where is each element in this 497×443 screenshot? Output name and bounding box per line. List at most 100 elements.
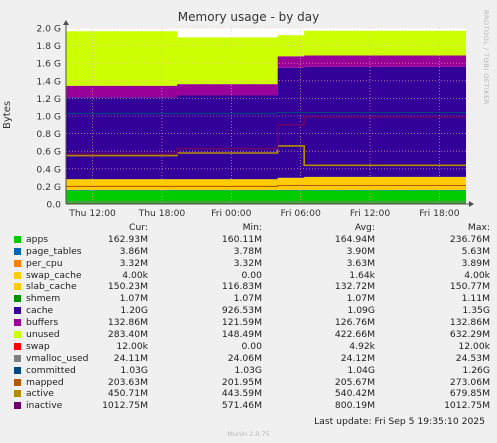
legend-swatch-unused [14, 331, 21, 339]
legend-name-cache: cache [26, 305, 54, 317]
legend-row-active: active 450.71M 443.59M 540.42M 679.85M [12, 388, 492, 400]
legend-min-slab_cache: 116.83M [221, 281, 262, 293]
legend-row-inactive: inactive 1012.75M 571.46M 800.19M 1012.75M [12, 400, 492, 412]
legend-row-swap: swap 12.00k 0.00 4.92k 12.00k [12, 341, 492, 353]
y-tick-label: 1.4 G [36, 76, 61, 87]
y-tick-label: 0.8 G [36, 129, 61, 140]
legend-swatch-buffers [14, 319, 21, 327]
legend-max-mapped: 273.06M [449, 376, 490, 388]
legend-max-shmem: 1.11M [461, 293, 490, 305]
legend-avg-mapped: 205.67M [334, 376, 375, 388]
legend-swatch-swap_cache [14, 271, 21, 279]
legend-cur-cache: 1.20G [120, 305, 148, 317]
legend-avg-swap: 4.92k [349, 340, 375, 352]
legend-max-apps: 236.76M [449, 233, 490, 245]
legend-avg-slab_cache: 132.72M [334, 281, 375, 293]
x-tick-label: Fri 00:00 [211, 208, 251, 219]
legend-avg-vmalloc_used: 24.12M [340, 352, 375, 364]
legend-avg-buffers: 126.76M [334, 317, 375, 329]
legend-avg-unused: 422.66M [334, 329, 375, 341]
legend-cur-buffers: 132.86M [107, 317, 148, 329]
x-tick-label: Thu 12:00 [68, 208, 116, 219]
legend-min-shmem: 1.07M [233, 293, 262, 305]
legend-max-active: 679.85M [449, 388, 490, 400]
legend-cur-swap_cache: 4.00k [122, 269, 148, 281]
y-tick-label: 1.6 G [36, 59, 61, 70]
legend-swatch-per_cpu [14, 259, 21, 267]
legend-avg-shmem: 1.07M [346, 293, 375, 305]
legend-cur-inactive: 1012.75M [102, 400, 148, 412]
legend-name-mapped: mapped [26, 376, 64, 388]
legend-swatch-committed [14, 366, 21, 374]
legend-swatch-mapped [14, 378, 21, 386]
legend-min-swap: 0.00 [241, 340, 262, 352]
legend-avg-committed: 1.04G [347, 364, 375, 376]
legend-cur-swap: 12.00k [116, 340, 148, 352]
rrdtool-credit: RRDTOOL / TOBI OETIKER [482, 10, 490, 105]
legend-name-swap_cache: swap_cache [26, 269, 82, 281]
legend-name-vmalloc_used: vmalloc_used [26, 352, 89, 364]
legend-min-per_cpu: 3.32M [233, 257, 262, 269]
legend-name-swap: swap [26, 340, 50, 352]
legend-min-page_tables: 3.78M [233, 245, 262, 257]
legend-name-shmem: shmem [26, 293, 61, 305]
y-tick-label: 0.2 G [36, 182, 61, 193]
line-mapped [66, 184, 466, 187]
legend-name-per_cpu: per_cpu [26, 257, 63, 269]
legend-row-shmem: shmem 1.07M 1.07M 1.07M 1.11M [12, 293, 492, 305]
area-apps [66, 190, 466, 204]
legend-swatch-shmem [14, 295, 21, 303]
line-committed [66, 111, 466, 114]
legend-swatch-slab_cache [14, 283, 21, 291]
legend-name-buffers: buffers [26, 317, 59, 329]
legend-header-cur: Cur: [129, 222, 148, 233]
line-inactive [66, 116, 466, 155]
legend-swatch-active [14, 390, 21, 398]
legend-avg-page_tables: 3.90M [346, 245, 375, 257]
munin-version: Munin 2.0.75 [227, 430, 270, 438]
legend-name-committed: committed [26, 364, 76, 376]
line-active [66, 145, 466, 167]
legend-name-apps: apps [26, 233, 49, 245]
y-axis-arrow [63, 20, 69, 25]
x-tick-label: Fri 12:00 [350, 208, 390, 219]
legend-row-cache: cache 1.20G 926.53M 1.09G 1.35G [12, 305, 492, 317]
legend-min-vmalloc_used: 24.06M [227, 352, 262, 364]
legend-min-inactive: 571.46M [221, 400, 262, 412]
legend-row-unused: unused 283.40M 148.49M 422.66M 632.29M [12, 329, 492, 341]
legend-row-mapped: mapped 203.63M 201.95M 205.67M 273.06M [12, 377, 492, 389]
legend-max-cache: 1.35G [462, 305, 490, 317]
legend-cur-active: 450.71M [107, 388, 148, 400]
legend-row-buffers: buffers 132.86M 121.59M 126.76M 132.86M [12, 317, 492, 329]
legend-max-swap_cache: 4.00k [464, 269, 490, 281]
legend-swatch-page_tables [14, 247, 21, 255]
legend-name-active: active [26, 388, 54, 400]
legend-header: Cur: Min: Avg: Max: [12, 222, 492, 234]
legend-max-unused: 632.29M [449, 329, 490, 341]
x-axis-arrow [469, 201, 474, 207]
legend-name-page_tables: page_tables [26, 245, 82, 257]
legend-swatch-inactive [14, 402, 21, 410]
legend-row-slab_cache: slab_cache 150.23M 116.83M 132.72M 150.77M [12, 281, 492, 293]
legend-max-per_cpu: 3.89M [461, 257, 490, 269]
legend-cur-shmem: 1.07M [119, 293, 148, 305]
y-tick-label: 0.6 G [36, 147, 61, 158]
legend-max-inactive: 1012.75M [444, 400, 490, 412]
legend-avg-apps: 164.94M [334, 233, 375, 245]
legend: Cur: Min: Avg: Max: apps 162.93M 160.11M 16… [12, 222, 492, 412]
legend-row-vmalloc_used: vmalloc_used 24.11M 24.06M 24.12M 24.53M [12, 353, 492, 365]
x-tick-label: Fri 18:00 [419, 208, 459, 219]
legend-min-buffers: 121.59M [221, 317, 262, 329]
legend-cur-apps: 162.93M [107, 233, 148, 245]
legend-row-swap_cache: swap_cache 4.00k 0.00 1.64k 4.00k [12, 270, 492, 282]
legend-min-mapped: 201.95M [221, 376, 262, 388]
area-unused [66, 30, 466, 86]
legend-name-slab_cache: slab_cache [26, 281, 77, 293]
y-tick-label: 0.4 G [36, 164, 61, 175]
legend-row-per_cpu: per_cpu 3.32M 3.32M 3.63M 3.89M [12, 258, 492, 270]
legend-row-apps: apps 162.93M 160.11M 164.94M 236.76M [12, 234, 492, 246]
legend-swatch-swap [14, 342, 21, 350]
x-tick-label: Thu 18:00 [138, 208, 186, 219]
x-tick-label: Fri 06:00 [281, 208, 321, 219]
